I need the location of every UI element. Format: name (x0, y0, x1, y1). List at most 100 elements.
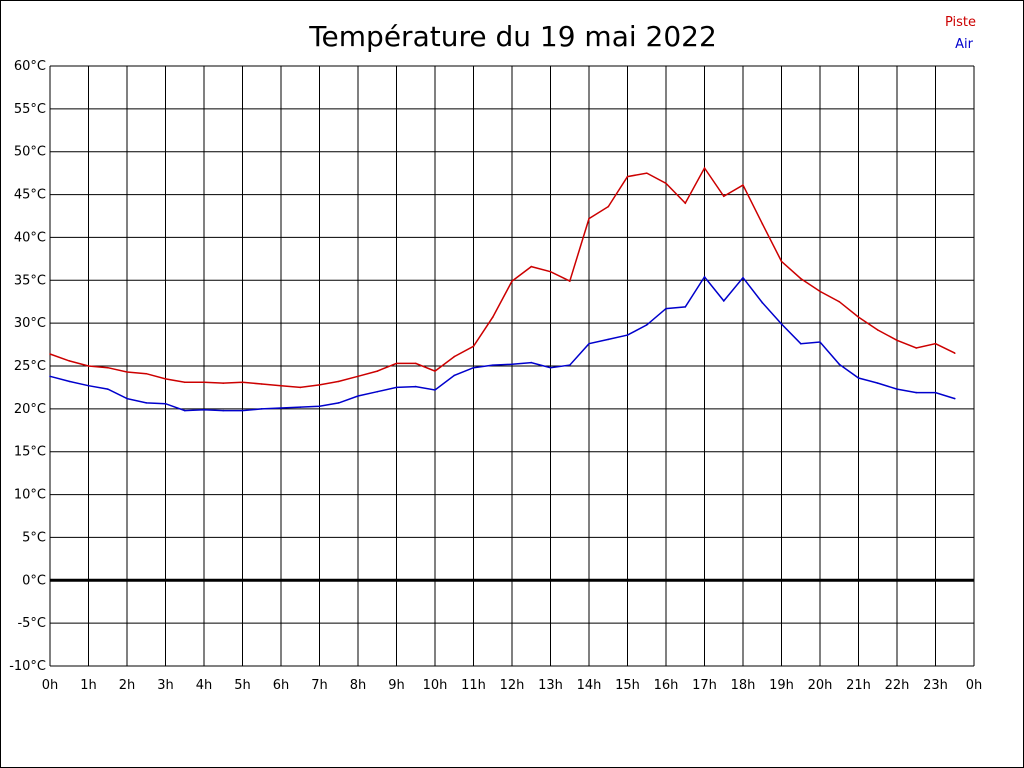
x-tick-label: 23h (923, 678, 948, 693)
x-tick-label: 5h (234, 678, 251, 693)
x-tick-label: 10h (423, 678, 448, 693)
x-tick-label: 6h (273, 678, 290, 693)
data-point (472, 345, 475, 348)
data-point (780, 260, 783, 263)
x-tick-label: 17h (692, 678, 717, 693)
legend-entry-piste: Piste (945, 15, 976, 30)
series-group (49, 166, 956, 412)
data-point (703, 276, 706, 278)
x-tick-label: 21h (846, 678, 871, 693)
data-point (395, 362, 398, 365)
data-point (896, 388, 898, 390)
data-point (183, 381, 186, 384)
data-point (819, 341, 821, 343)
data-point (472, 366, 475, 369)
data-point (260, 383, 263, 385)
series-piste (49, 166, 956, 389)
y-tick-label: 25°C (14, 359, 46, 374)
data-point (49, 353, 51, 355)
data-point (337, 402, 340, 404)
data-point (203, 408, 205, 411)
data-point (568, 280, 571, 282)
y-tick-label: 40°C (14, 230, 46, 245)
data-point (414, 385, 417, 388)
x-tick-label: 0h (966, 678, 983, 693)
x-tick-label: 15h (615, 678, 640, 693)
data-point (414, 362, 417, 365)
x-tick-label: 16h (654, 678, 679, 693)
chart-title: Température du 19 mai 2022 (308, 20, 717, 53)
data-point (280, 407, 282, 409)
data-point (915, 347, 918, 349)
data-point (799, 277, 802, 280)
data-point (607, 338, 610, 341)
grid (49, 65, 975, 667)
data-point (799, 342, 802, 345)
data-point (857, 377, 860, 379)
x-tick-label: 0h (42, 678, 59, 693)
data-point (530, 265, 533, 268)
data-point (684, 202, 687, 204)
x-tick-label: 19h (769, 678, 794, 693)
data-point (126, 397, 128, 400)
data-point (588, 342, 590, 345)
data-point (953, 352, 956, 354)
y-tick-label: 30°C (14, 316, 46, 331)
y-tick-label: 35°C (14, 273, 46, 288)
x-tick-label: 1h (80, 678, 97, 693)
data-point (357, 395, 359, 397)
data-point (607, 205, 610, 208)
data-point (588, 217, 590, 220)
data-point (876, 382, 879, 384)
data-point (722, 195, 725, 198)
data-point (280, 384, 282, 387)
data-point (934, 342, 937, 345)
x-tick-label: 12h (500, 678, 525, 693)
data-point (742, 276, 744, 279)
y-tick-label: 60°C (14, 59, 46, 74)
x-tick-label: 7h (311, 678, 328, 693)
data-point (453, 355, 456, 358)
data-point (549, 366, 552, 369)
data-point (241, 381, 244, 384)
data-point (376, 370, 379, 372)
data-point (453, 374, 456, 377)
series-line-air (49, 275, 956, 412)
y-tick-label: 15°C (14, 445, 46, 460)
data-point (145, 372, 148, 375)
data-point (665, 182, 667, 185)
data-point (126, 371, 128, 373)
data-point (106, 366, 109, 369)
series-line-piste (49, 166, 956, 389)
data-point (761, 222, 764, 225)
data-point (857, 316, 860, 318)
x-axis-ticks: 0h 1h 2h 3h 4h 5h 6h 7h 8h 9h 10h 11h 12h 13h 14h 15h 16… (42, 678, 983, 693)
x-tick-label: 2h (119, 678, 136, 693)
data-point (318, 384, 321, 386)
data-point (106, 388, 109, 390)
data-point (222, 409, 225, 412)
y-tick-label: 5°C (22, 530, 46, 545)
x-tick-label: 8h (350, 678, 367, 693)
data-point (68, 360, 71, 362)
x-tick-label: 13h (538, 678, 563, 693)
data-point (145, 402, 148, 404)
x-tick-label: 3h (157, 678, 174, 693)
data-point (915, 391, 918, 394)
data-point (49, 375, 51, 378)
data-point (530, 361, 533, 364)
y-tick-label: -5°C (17, 616, 46, 631)
data-point (68, 380, 71, 383)
legend: Piste Air (945, 15, 976, 52)
data-point (742, 184, 744, 186)
y-tick-label: 50°C (14, 145, 46, 160)
data-point (896, 339, 898, 342)
data-point (241, 409, 244, 412)
data-point (318, 405, 321, 408)
data-point (722, 300, 725, 302)
x-tick-label: 9h (388, 678, 405, 693)
data-point (838, 300, 841, 303)
data-point (953, 397, 956, 400)
data-point (376, 390, 379, 393)
